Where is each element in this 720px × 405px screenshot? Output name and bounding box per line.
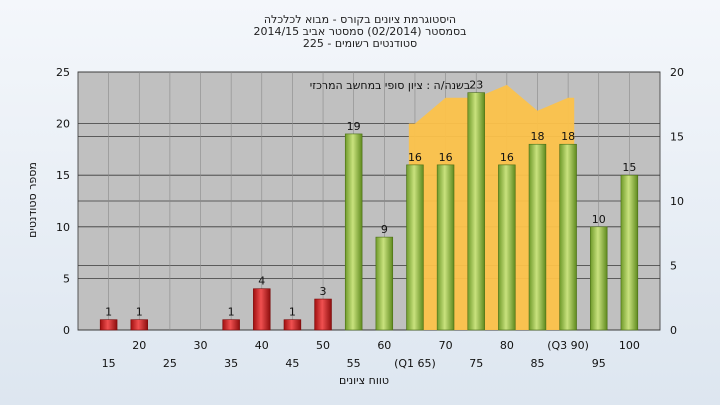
x-tick-label-11: 70 (439, 339, 453, 352)
bar-1 (130, 319, 148, 331)
data-label-6: 1 (289, 306, 296, 319)
comparison-area (408, 84, 575, 331)
chart-title: היסטוגרמת ציונים בקורס - מבוא לכלכלה בסמ… (253, 13, 466, 50)
x-tick-label-1: 20 (132, 339, 146, 352)
y-tick-label-4: 20 (56, 118, 70, 131)
y-tick-label-1: 5 (63, 272, 70, 285)
y2-tick-label-4: 20 (670, 66, 684, 79)
y-tick-label-0: 0 (63, 324, 70, 337)
bar-4 (222, 319, 240, 331)
x-tick-label-7: 50 (316, 339, 330, 352)
x-tick-label-5: 40 (255, 339, 269, 352)
data-label-17: 15 (622, 161, 636, 174)
data-label-7: 3 (320, 285, 327, 298)
bar-13 (498, 164, 516, 331)
y2-tick-label-0: 0 (670, 324, 677, 337)
title-line-1: היסטוגרמת ציונים בקורס - מבוא לכלכלה (264, 13, 456, 26)
x-tick-label-8: 55 (347, 357, 361, 370)
data-label-13: 16 (500, 151, 514, 164)
x-tick-label-12: 75 (469, 357, 483, 370)
bar-12 (467, 92, 485, 331)
y-tick-label-5: 25 (56, 66, 70, 79)
x-tick-label-4: 35 (224, 357, 238, 370)
bar-5 (253, 288, 271, 331)
x-tick-label-9: 60 (377, 339, 391, 352)
bar-8 (344, 133, 363, 331)
y2-tick-label-3: 15 (670, 131, 684, 144)
data-label-14: 18 (530, 130, 544, 143)
bar-11 (436, 164, 455, 331)
title-line-2: בסמסטר (02/2014) סמסטר אביב 2014/15 (253, 25, 466, 38)
data-label-4: 1 (228, 306, 235, 319)
bar-15 (559, 143, 577, 331)
data-label-9: 9 (381, 223, 388, 236)
data-label-5: 4 (258, 275, 265, 288)
y-tick-label-2: 10 (56, 221, 70, 234)
data-label-10: 16 (408, 151, 422, 164)
x-tick-label-6: 45 (285, 357, 299, 370)
bar-7 (314, 298, 332, 331)
data-label-16: 10 (592, 213, 606, 226)
data-label-11: 16 (439, 151, 453, 164)
bar-16 (590, 226, 608, 331)
y-tick-label-3: 15 (56, 169, 70, 182)
y2-tick-label-2: 10 (670, 195, 684, 208)
x-tick-label-13: 80 (500, 339, 514, 352)
data-label-15: 18 (561, 130, 575, 143)
bar-17 (620, 174, 639, 331)
data-label-1: 1 (136, 306, 143, 319)
comparison-label: בשנה/ה : ציון סופי במחשב המרכזי (310, 79, 470, 92)
bar-14 (528, 143, 547, 331)
bar-0 (99, 319, 118, 331)
bar-9 (375, 236, 394, 331)
x-tick-label-16: 95 (592, 357, 606, 370)
x-tick-label-3: 30 (194, 339, 208, 352)
bar-10 (406, 164, 424, 331)
y2-tick-label-1: 5 (670, 260, 677, 273)
data-label-12: 23 (469, 79, 483, 92)
data-label-8: 19 (347, 120, 361, 133)
x-tick-label-14: 85 (530, 357, 544, 370)
x-tick-label-15: (Q3 90) (547, 339, 589, 352)
plot-area: בשנה/ה : ציון סופי במחשב המרכזי 1 1 1 4 1 3 19 9… (56, 66, 684, 370)
x-axis-label: טווח ציונים (339, 374, 389, 387)
x-tick-label-10: (Q1 65) (394, 357, 436, 370)
data-label-0: 1 (105, 306, 112, 319)
y-axis-label: מספר סטודנטים (26, 162, 39, 238)
title-line-3: סטודנטים רשומים - 225 (303, 37, 417, 50)
x-tick-label-2: 25 (163, 357, 177, 370)
x-tick-label-17: 100 (619, 339, 640, 352)
x-tick-label-0: 15 (102, 357, 116, 370)
bar-6 (283, 319, 302, 331)
